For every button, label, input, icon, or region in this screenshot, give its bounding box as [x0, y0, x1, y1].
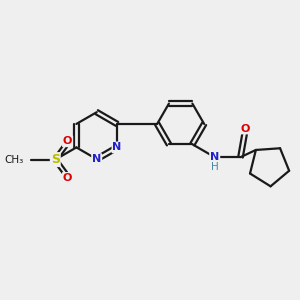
Text: N: N	[92, 154, 101, 164]
Text: O: O	[63, 136, 72, 146]
Text: S: S	[51, 153, 60, 166]
Text: O: O	[240, 124, 250, 134]
Text: O: O	[63, 173, 72, 183]
Text: N: N	[210, 152, 219, 162]
Text: CH₃: CH₃	[4, 154, 24, 165]
Text: N: N	[112, 142, 122, 152]
Text: H: H	[211, 162, 219, 172]
